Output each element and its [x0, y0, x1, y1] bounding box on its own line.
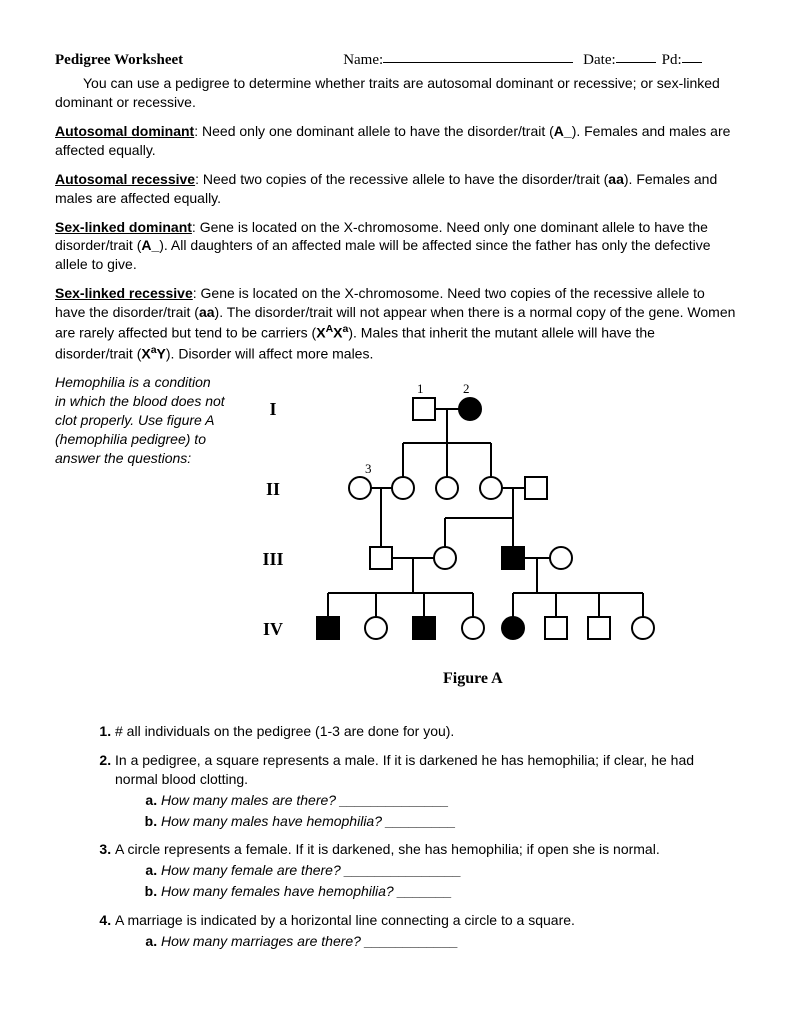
pedigree-svg: I II III IV 1 2 3 [233, 373, 663, 703]
term-ad: Autosomal dominant [55, 123, 194, 139]
sr-xay-x: X [141, 345, 150, 361]
q2a: How many males are there? ______________ [161, 791, 736, 810]
q4-sublist: How many marriages are there? __________… [115, 932, 736, 951]
pd-label: Pd: [662, 50, 682, 70]
gen4-female-3-affected [502, 617, 524, 639]
gen4-male-2-affected [413, 617, 435, 639]
ar-allele: aa [608, 171, 624, 187]
intro-paragraph: You can use a pedigree to determine whet… [55, 74, 736, 112]
ad-allele: A_ [554, 123, 572, 139]
term-sd: Sex-linked dominant [55, 219, 192, 235]
gen-label-4: IV [263, 619, 283, 639]
gen4-female-2 [462, 617, 484, 639]
gen4-female-1 [365, 617, 387, 639]
num-1: 1 [417, 381, 424, 396]
question-list: # all individuals on the pedigree (1-3 a… [55, 722, 736, 951]
q3a: How many female are there? _____________… [161, 861, 736, 880]
figure-row: Hemophilia is a condition in which the b… [55, 373, 736, 708]
sr-xay-y: Y [157, 345, 166, 361]
q3b: How many females have hemophilia? ______… [161, 882, 736, 901]
def-autosomal-recessive: Autosomal recessive: Need two copies of … [55, 170, 736, 208]
name-label: Name: [343, 50, 383, 70]
gen4-male-3 [545, 617, 567, 639]
gen2-female-4 [480, 477, 502, 499]
gen4-male-1-affected [317, 617, 339, 639]
question-3: A circle represents a female. If it is d… [115, 840, 736, 901]
def-autosomal-dominant: Autosomal dominant: Need only one domina… [55, 122, 736, 160]
gen3-female-2 [550, 547, 572, 569]
gen4-male-4 [588, 617, 610, 639]
gen2-female-2 [392, 477, 414, 499]
num-2: 2 [463, 381, 470, 396]
question-2: In a pedigree, a square represents a mal… [115, 751, 736, 831]
name-blank[interactable] [383, 50, 573, 63]
sr-text-4: ). Disorder will affect more males. [166, 345, 373, 361]
figure-label: Figure A [443, 670, 503, 687]
term-ar: Autosomal recessive [55, 171, 195, 187]
gen3-male-affected [502, 547, 524, 569]
sr-allele: aa [199, 304, 215, 320]
figure-caption: Hemophilia is a condition in which the b… [55, 373, 233, 467]
gen3-male-1 [370, 547, 392, 569]
sr-xa-base2: X [333, 325, 342, 341]
q2a-text[interactable]: How many males are there? ______________ [161, 792, 449, 808]
q2b-text[interactable]: How many males have hemophilia? ________… [161, 813, 456, 829]
q3-sublist: How many female are there? _____________… [115, 861, 736, 901]
question-4: A marriage is indicated by a horizontal … [115, 911, 736, 951]
pd-blank[interactable] [682, 50, 702, 63]
num-3: 3 [365, 461, 372, 476]
q3a-text[interactable]: How many female are there? _____________… [161, 862, 461, 878]
gen1-male [413, 398, 435, 420]
question-1: # all individuals on the pedigree (1-3 a… [115, 722, 736, 741]
sd-allele: A_ [141, 237, 159, 253]
gen2-female-1 [349, 477, 371, 499]
pedigree-figure: I II III IV 1 2 3 [233, 373, 663, 708]
gen2-male-1 [525, 477, 547, 499]
gen1-female-affected [459, 398, 481, 420]
ad-text-before: : Need only one dominant allele to have … [194, 123, 554, 139]
q4a-text[interactable]: How many marriages are there? __________… [161, 933, 458, 949]
ar-text-before: : Need two copies of the recessive allel… [195, 171, 608, 187]
sr-xa-base1: X [316, 325, 325, 341]
q4a: How many marriages are there? __________… [161, 932, 736, 951]
gen3-female-1 [434, 547, 456, 569]
pedigree-lines [317, 398, 654, 639]
worksheet-header: Pedigree Worksheet Name: Date: Pd: [55, 50, 736, 70]
q2b: How many males have hemophilia? ________… [161, 812, 736, 831]
q4-text: A marriage is indicated by a horizontal … [115, 912, 575, 928]
gen4-female-4 [632, 617, 654, 639]
q3-text: A circle represents a female. If it is d… [115, 841, 660, 857]
gen-label-1: I [269, 399, 276, 419]
gen2-female-3 [436, 477, 458, 499]
date-label: Date: [583, 50, 615, 70]
def-sexlinked-recessive: Sex-linked recessive: Gene is located on… [55, 284, 736, 363]
q2-sublist: How many males are there? ______________… [115, 791, 736, 831]
q1-text: # all individuals on the pedigree (1-3 a… [115, 723, 454, 739]
gen-label-2: II [266, 479, 280, 499]
date-blank[interactable] [616, 50, 656, 63]
def-sexlinked-dominant: Sex-linked dominant: Gene is located on … [55, 218, 736, 275]
q2-text: In a pedigree, a square represents a mal… [115, 752, 694, 787]
term-sr: Sex-linked recessive [55, 285, 193, 301]
gen-label-3: III [262, 549, 283, 569]
q3b-text[interactable]: How many females have hemophilia? ______… [161, 883, 452, 899]
worksheet-title: Pedigree Worksheet [55, 50, 183, 70]
